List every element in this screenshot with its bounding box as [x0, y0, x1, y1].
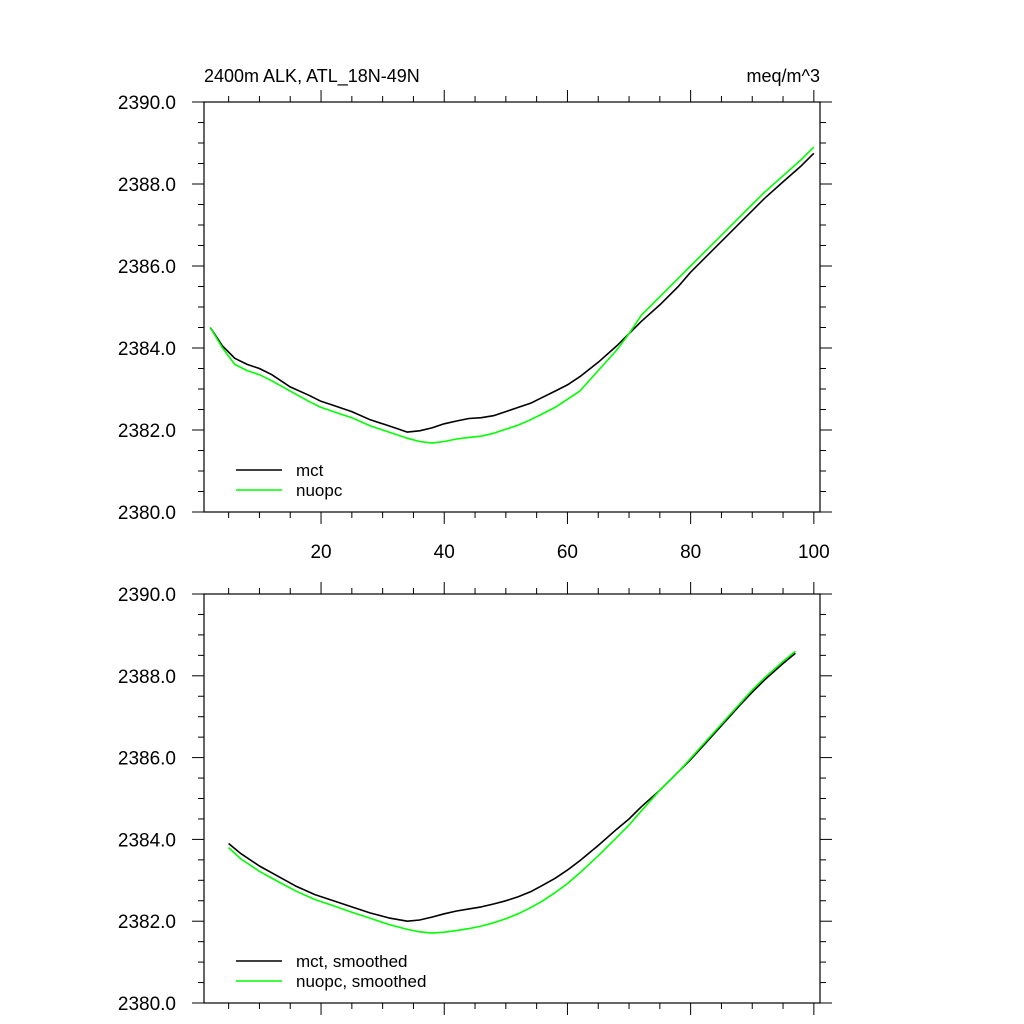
y-tick-label: 2382.0: [118, 912, 176, 933]
y-tick-label: 2390.0: [118, 585, 176, 606]
legend-label: nuopc, smoothed: [296, 972, 426, 991]
y-tick-label: 2384.0: [118, 339, 176, 360]
y-tick-label: 2388.0: [118, 175, 176, 196]
chart-title-left: 2400m ALK, ATL_18N-49N: [204, 66, 420, 87]
y-tick-label: 2390.0: [118, 93, 176, 114]
x-tick-label: 60: [557, 542, 578, 563]
y-tick-label: 2386.0: [118, 257, 176, 278]
series-line-mct: [209, 152, 815, 433]
x-tick-label: 80: [680, 542, 701, 563]
y-tick-label: 2380.0: [118, 503, 176, 524]
top-panel: 2380.0 2382.0 2384.0 2386.0 2388.0 2390.0 20 40…: [118, 90, 832, 563]
y-tick-label: 2388.0: [118, 667, 176, 688]
y-tick-label: 2380.0: [118, 994, 176, 1015]
x-tick-label: 100: [798, 542, 830, 563]
legend-label: mct, smoothed: [296, 952, 408, 971]
x-tick-label: 20: [310, 542, 331, 563]
series-line-nuopc: [209, 146, 815, 444]
series-line-nuopc-smoothed: [228, 650, 796, 934]
bottom-panel: 2380.0 2382.0 2384.0 2386.0 2388.0 2390.0 mct,…: [118, 582, 832, 1015]
y-tick-label: 2386.0: [118, 749, 176, 770]
legend-label: mct: [296, 461, 324, 480]
x-tick-label: 40: [434, 542, 455, 563]
chart-title-units: meq/m^3: [747, 66, 820, 86]
y-tick-label: 2384.0: [118, 830, 176, 851]
y-tick-label: 2382.0: [118, 421, 176, 442]
series-line-mct-smoothed: [228, 652, 796, 923]
legend-label: nuopc: [296, 481, 343, 500]
